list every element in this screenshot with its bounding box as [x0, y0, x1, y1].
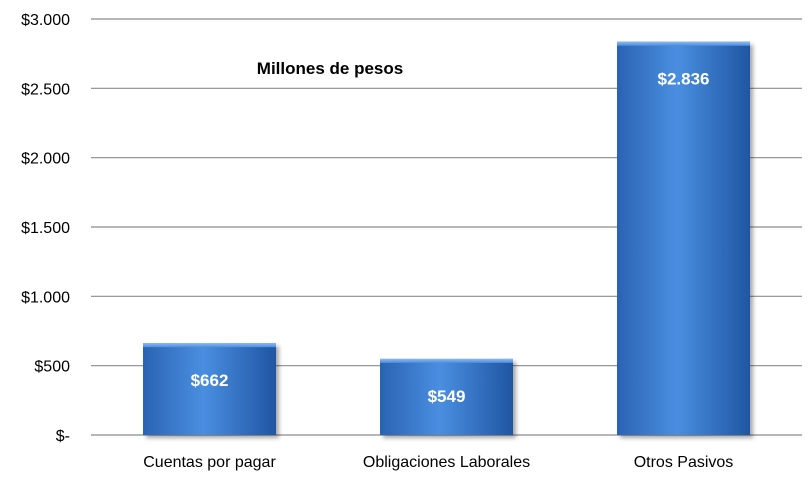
y-axis-ticks: $- $500 $1.000 $1.500 $2.000 $2.500 $3.000	[21, 12, 70, 445]
data-label: $662	[191, 371, 229, 390]
chart-title: Millones de pesos	[257, 59, 403, 78]
y-tick-label: $2.000	[21, 151, 70, 168]
bar	[380, 358, 513, 435]
y-tick-label: $-	[56, 428, 70, 445]
y-tick-label: $3.000	[21, 12, 70, 29]
category-label: Obligaciones Laborales	[363, 454, 530, 471]
bar-top-bevel	[143, 343, 276, 348]
category-label: Otros Pasivos	[634, 454, 734, 471]
bar	[143, 343, 276, 435]
data-labels: $662 $549 $2.836	[191, 70, 710, 406]
y-tick-label: $1.500	[21, 220, 70, 237]
y-tick-label: $1.000	[21, 289, 70, 306]
x-axis-categories: Cuentas por pagar Obligaciones Laborales O…	[143, 454, 733, 471]
data-label: $549	[428, 387, 466, 406]
bar	[617, 41, 750, 435]
y-tick-label: $2.500	[21, 81, 70, 98]
bar-top-bevel	[380, 358, 513, 363]
data-label: $2.836	[658, 70, 710, 89]
bar-top-bevel	[617, 41, 750, 46]
y-tick-label: $500	[34, 359, 70, 376]
bars	[143, 41, 750, 435]
category-label: Cuentas por pagar	[143, 454, 276, 471]
